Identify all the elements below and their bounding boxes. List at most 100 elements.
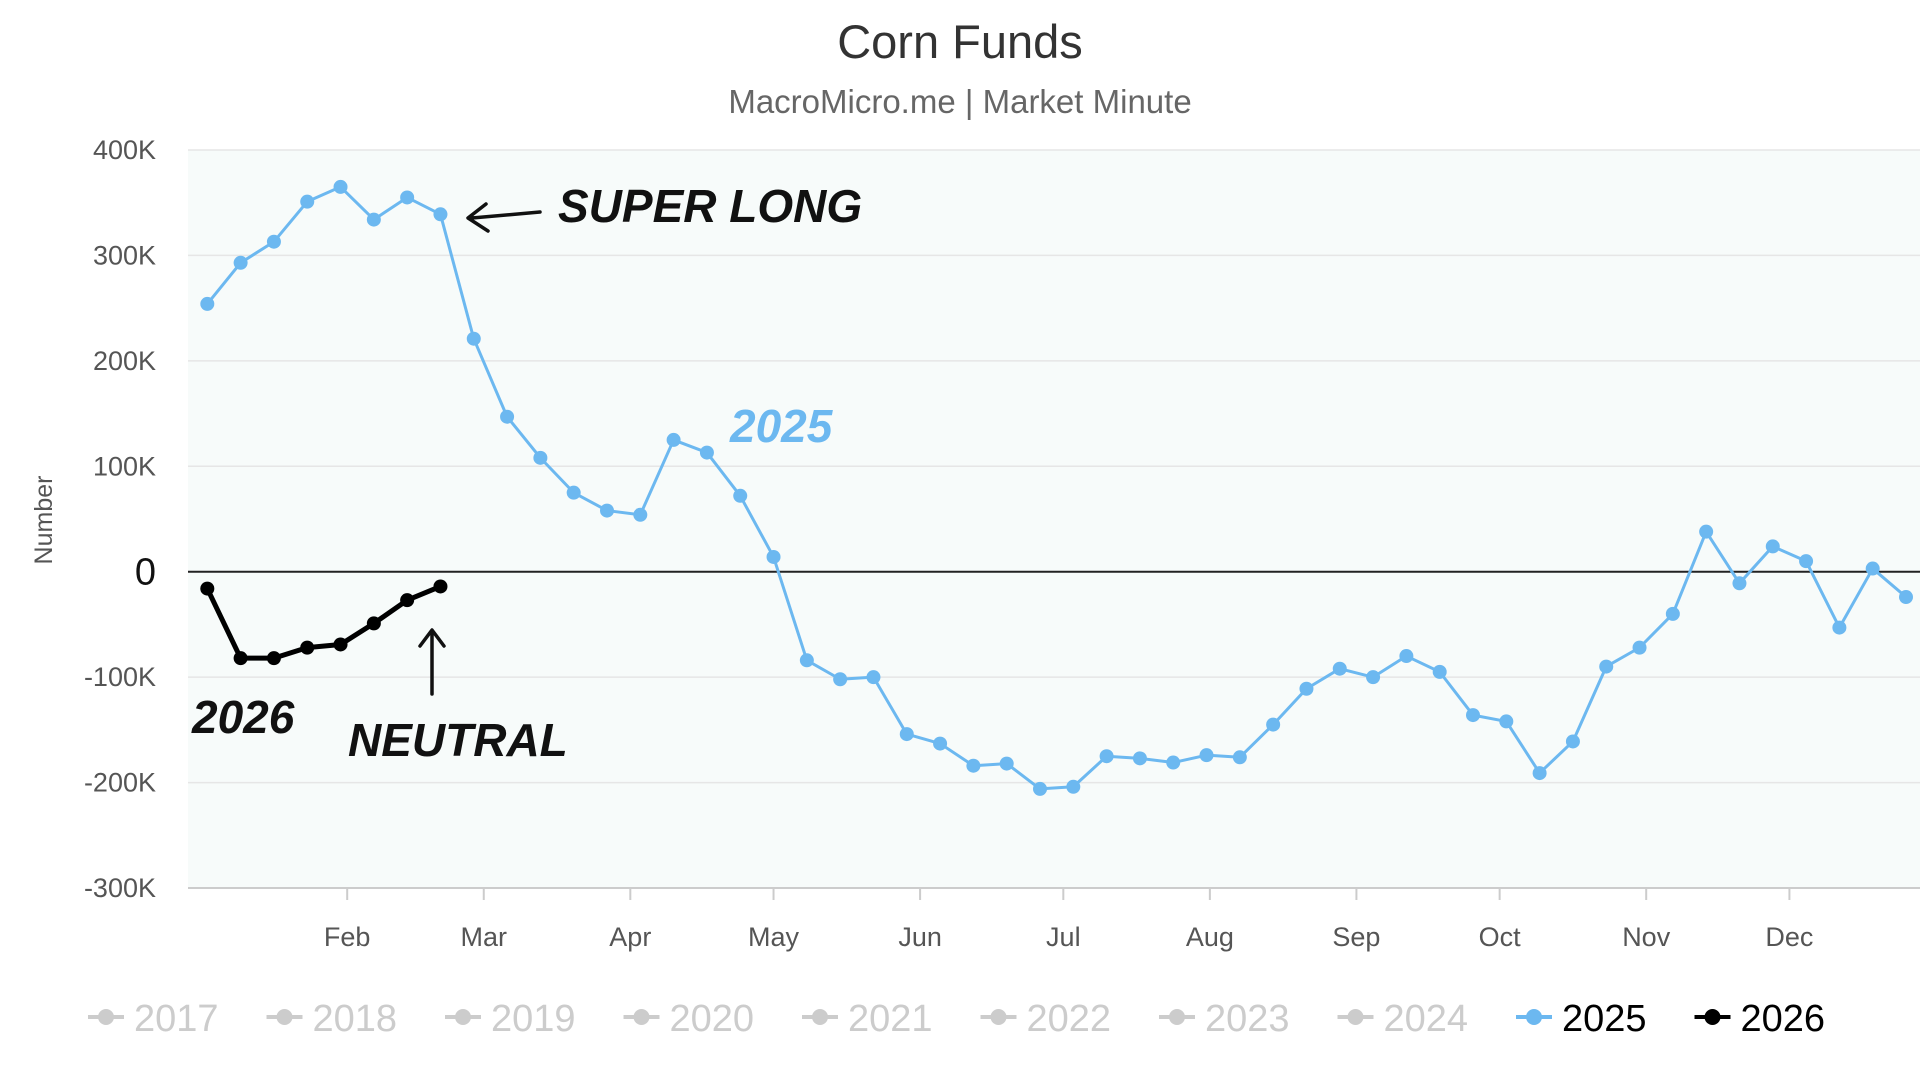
legend-item-2018[interactable]: 2018 — [266, 998, 398, 1040]
legend-item-2023[interactable]: 2023 — [1159, 998, 1290, 1040]
legend-item-2025[interactable]: 2025 — [1516, 998, 1647, 1040]
legend-label: 2025 — [1562, 998, 1647, 1040]
data-point[interactable] — [200, 581, 215, 596]
data-point[interactable] — [1132, 751, 1147, 766]
data-point[interactable] — [1565, 734, 1580, 749]
data-point[interactable] — [1466, 708, 1480, 723]
legend-item-2019[interactable]: 2019 — [445, 998, 576, 1040]
data-point[interactable] — [833, 672, 848, 687]
data-point[interactable] — [1399, 649, 1414, 664]
legend-item-2024[interactable]: 2024 — [1337, 998, 1469, 1040]
data-point[interactable] — [799, 653, 814, 668]
data-point[interactable] — [1299, 681, 1314, 696]
legend-marker — [98, 1009, 114, 1025]
data-point[interactable] — [233, 255, 248, 270]
data-point[interactable] — [200, 296, 215, 311]
data-point[interactable] — [233, 651, 248, 666]
legend-marker — [1169, 1009, 1185, 1025]
legend-item-2017[interactable]: 2017 — [88, 998, 219, 1040]
data-point[interactable] — [1166, 755, 1181, 770]
y-axis: 400K 300K 200K 100K 0 -100K -200K -300K — [84, 135, 156, 903]
series-2025 — [200, 179, 1913, 796]
y-tick-label: 0 — [135, 552, 156, 594]
data-point[interactable] — [366, 616, 381, 631]
annotation-super-long: SUPER LONG — [466, 180, 862, 233]
data-point[interactable] — [1765, 539, 1780, 554]
legend-item-2022[interactable]: 2022 — [980, 998, 1112, 1040]
y-tick-label: 100K — [93, 451, 156, 481]
data-point[interactable] — [1232, 750, 1247, 765]
arrow-left-icon — [466, 202, 542, 233]
data-point[interactable] — [1532, 766, 1547, 781]
data-point[interactable] — [366, 212, 381, 227]
data-point[interactable] — [1699, 524, 1714, 539]
data-point[interactable] — [899, 727, 914, 742]
data-point[interactable] — [1632, 640, 1647, 655]
data-point[interactable] — [1732, 576, 1747, 591]
data-point[interactable] — [400, 593, 415, 608]
data-point[interactable] — [1066, 779, 1081, 794]
legend-marker — [1526, 1009, 1542, 1025]
data-point[interactable] — [533, 450, 548, 465]
data-point[interactable] — [300, 194, 315, 209]
data-point[interactable] — [1899, 590, 1913, 605]
x-tick-label: May — [748, 922, 800, 952]
x-tick-label: Sep — [1332, 922, 1380, 952]
data-point[interactable] — [333, 179, 348, 194]
legend-item-2026[interactable]: 2026 — [1694, 998, 1826, 1040]
data-point[interactable] — [500, 409, 515, 424]
data-point[interactable] — [1499, 714, 1514, 729]
y-axis-label: Number — [30, 476, 58, 565]
series-layer — [200, 179, 1913, 796]
data-point[interactable] — [1366, 670, 1381, 685]
data-point[interactable] — [1199, 748, 1214, 763]
data-point[interactable] — [966, 758, 981, 773]
data-point[interactable] — [1665, 606, 1680, 621]
data-point[interactable] — [266, 651, 281, 666]
data-point[interactable] — [1865, 561, 1880, 576]
data-point[interactable] — [566, 485, 581, 500]
legend-label: 2026 — [1741, 998, 1826, 1040]
data-point[interactable] — [433, 207, 448, 222]
data-point[interactable] — [699, 445, 714, 460]
data-point[interactable] — [1799, 554, 1814, 569]
legend-label: 2017 — [134, 998, 219, 1040]
y-tick-label: -300K — [84, 873, 156, 903]
data-point[interactable] — [733, 488, 748, 503]
legend-marker — [276, 1009, 293, 1025]
legend-item-2021[interactable]: 2021 — [802, 998, 933, 1040]
data-point[interactable] — [1266, 717, 1281, 732]
data-point[interactable] — [866, 670, 881, 685]
legend-label: 2019 — [491, 998, 576, 1040]
data-point[interactable] — [333, 637, 348, 652]
data-point[interactable] — [666, 432, 681, 447]
x-axis: Feb Mar Apr May Jun Jul Aug Sep Oct Nov Dec — [188, 887, 1920, 952]
series-line-2025 — [206, 185, 1907, 791]
data-point[interactable] — [1332, 661, 1347, 676]
data-point[interactable] — [633, 507, 648, 522]
data-point[interactable] — [1432, 664, 1447, 679]
data-point[interactable] — [600, 503, 614, 518]
data-point[interactable] — [1832, 620, 1847, 635]
data-point[interactable] — [999, 756, 1014, 771]
data-point[interactable] — [933, 736, 948, 751]
data-point[interactable] — [466, 331, 481, 346]
data-point[interactable] — [1599, 659, 1614, 674]
data-point[interactable] — [400, 190, 415, 205]
legend-marker — [990, 1009, 1007, 1025]
data-point[interactable] — [266, 234, 281, 249]
legend-label: 2021 — [848, 998, 933, 1040]
x-tick-label: Jul — [1046, 922, 1081, 952]
x-tick-label: Apr — [609, 922, 651, 952]
annotation-2025-text: 2025 — [729, 400, 834, 452]
data-point[interactable] — [1099, 749, 1114, 764]
data-point[interactable] — [766, 549, 781, 564]
legend-item-2020[interactable]: 2020 — [623, 998, 755, 1040]
data-point[interactable] — [433, 579, 448, 594]
data-point[interactable] — [1033, 781, 1047, 796]
annotation-super-long-text: SUPER LONG — [558, 180, 862, 232]
data-point[interactable] — [300, 640, 315, 655]
legend-marker — [812, 1009, 828, 1025]
legend: 2017 2018 2019 2020 2021 2022 2023 2024 2025 2026 — [88, 998, 1825, 1040]
annotation-neutral-text: NEUTRAL — [348, 714, 568, 766]
